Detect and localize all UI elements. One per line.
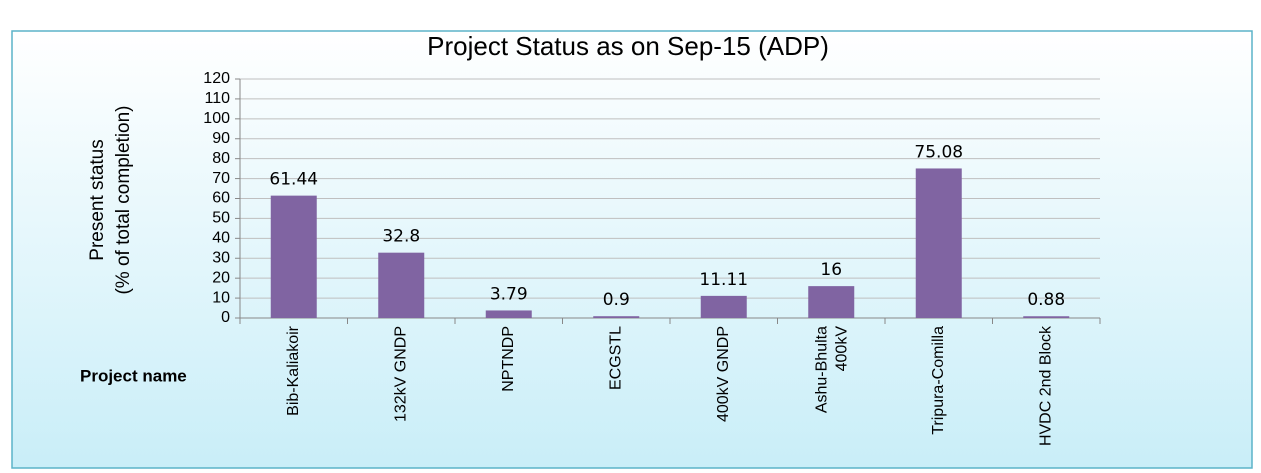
x-tick-label: Bib-Kaliakoir	[285, 325, 302, 415]
y-tick-label: 100	[203, 110, 230, 127]
y-tick-label: 0	[221, 309, 230, 326]
chart-title: Project Status as on Sep-15 (ADP)	[427, 31, 829, 61]
bar	[915, 168, 962, 318]
x-tick-label: 132kV GNDP	[392, 326, 409, 422]
data-label: 0.9	[603, 290, 630, 310]
x-tick-label: NPTNDP	[500, 326, 517, 392]
bar	[700, 295, 747, 318]
bar	[593, 316, 640, 318]
bar	[270, 195, 317, 318]
y-tick-label: 90	[212, 130, 230, 147]
y-tick-label: 60	[212, 190, 230, 207]
y-tick-label: 40	[212, 230, 230, 247]
y-tick-label: 10	[212, 289, 230, 306]
y-tick-label: 70	[212, 170, 230, 187]
y-tick-label: 120	[203, 70, 230, 87]
x-tick-label: ECGSTL	[607, 326, 624, 390]
x-tick-label: 400kV GNDP	[715, 326, 732, 422]
bar	[485, 310, 532, 318]
x-axis-label: Project name	[80, 366, 187, 385]
data-label: 32.8	[382, 227, 420, 247]
data-label: 11.11	[699, 270, 748, 290]
bar	[378, 252, 425, 318]
y-axis-label: Present status	[87, 139, 108, 260]
chart-frame	[11, 30, 1253, 469]
x-tick-label: Tripura-Comilla	[930, 326, 947, 435]
data-label: 3.79	[490, 284, 528, 304]
bar	[1023, 316, 1070, 318]
bar	[808, 286, 855, 318]
y-tick-label: 50	[212, 210, 230, 227]
data-label: 0.88	[1027, 290, 1065, 310]
x-tick-label: Ashu-Bhulta	[813, 326, 830, 413]
x-tick-label: HVDC 2nd Block	[1037, 325, 1054, 446]
data-label: 61.44	[269, 170, 318, 190]
data-label: 16	[820, 260, 842, 280]
y-tick-label: 20	[212, 269, 230, 286]
y-axis-label: (% of total completion)	[113, 105, 134, 294]
y-tick-label: 80	[212, 150, 230, 167]
y-tick-label: 110	[204, 90, 230, 107]
x-tick-label: 400kV	[833, 326, 850, 372]
y-tick-label: 30	[212, 249, 230, 266]
data-label: 75.08	[914, 142, 963, 162]
